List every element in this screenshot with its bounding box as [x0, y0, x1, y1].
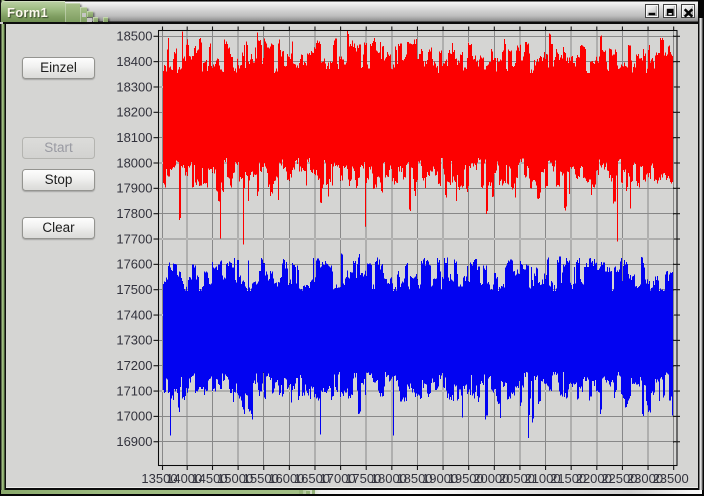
- svg-text:18000: 18000: [116, 155, 152, 170]
- svg-text:17400: 17400: [116, 307, 152, 322]
- svg-text:17000: 17000: [116, 409, 152, 424]
- svg-text:22000: 22000: [576, 471, 612, 486]
- svg-text:17500: 17500: [345, 471, 381, 486]
- svg-text:19500: 19500: [448, 471, 484, 486]
- svg-text:18000: 18000: [371, 471, 407, 486]
- svg-text:20500: 20500: [499, 471, 535, 486]
- svg-text:16900: 16900: [116, 434, 152, 449]
- svg-text:22500: 22500: [601, 471, 637, 486]
- svg-text:17900: 17900: [116, 181, 152, 196]
- svg-text:18500: 18500: [396, 471, 432, 486]
- svg-text:15500: 15500: [243, 471, 279, 486]
- svg-text:18200: 18200: [116, 105, 152, 120]
- svg-text:17500: 17500: [116, 282, 152, 297]
- svg-text:16000: 16000: [268, 471, 304, 486]
- svg-text:14000: 14000: [166, 471, 202, 486]
- svg-text:23500: 23500: [653, 471, 689, 486]
- svg-text:17600: 17600: [116, 257, 152, 272]
- svg-text:17100: 17100: [116, 383, 152, 398]
- svg-text:17700: 17700: [116, 231, 152, 246]
- svg-text:18300: 18300: [116, 79, 152, 94]
- svg-text:18500: 18500: [116, 29, 152, 44]
- svg-text:17800: 17800: [116, 206, 152, 221]
- svg-text:18400: 18400: [116, 54, 152, 69]
- svg-text:16500: 16500: [294, 471, 330, 486]
- svg-text:18100: 18100: [116, 130, 152, 145]
- svg-text:17300: 17300: [116, 333, 152, 348]
- svg-text:21500: 21500: [550, 471, 586, 486]
- svg-text:13500: 13500: [141, 471, 177, 486]
- svg-text:20000: 20000: [473, 471, 509, 486]
- svg-text:17000: 17000: [320, 471, 356, 486]
- svg-text:23000: 23000: [627, 471, 663, 486]
- svg-text:15000: 15000: [217, 471, 253, 486]
- svg-text:21000: 21000: [524, 471, 560, 486]
- svg-text:17200: 17200: [116, 358, 152, 373]
- svg-text:14500: 14500: [191, 471, 227, 486]
- svg-text:19000: 19000: [422, 471, 458, 486]
